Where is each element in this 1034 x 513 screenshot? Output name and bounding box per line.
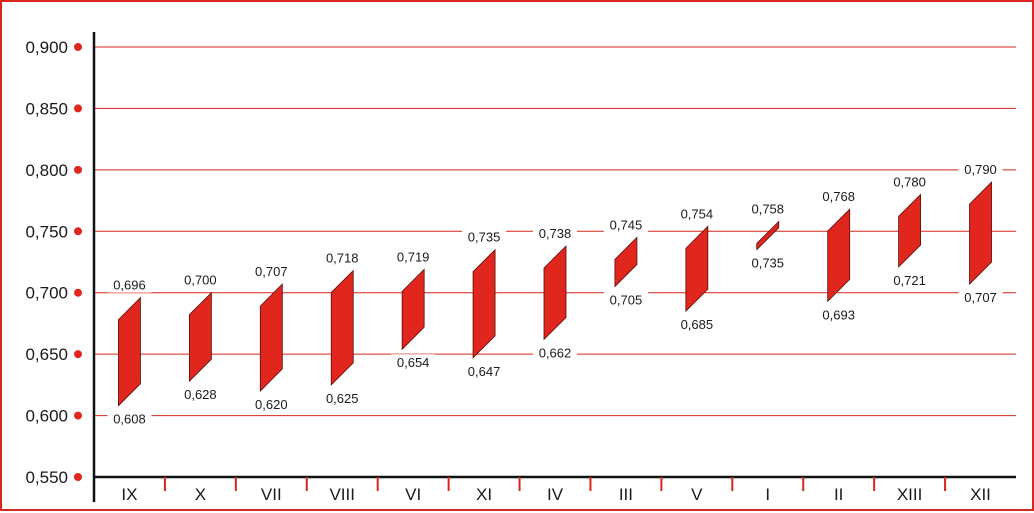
y-tick-label: 0,900	[25, 38, 68, 57]
low-value-label: 0,620	[255, 397, 288, 412]
label-backing	[320, 249, 365, 266]
y-tick-dot	[74, 411, 82, 420]
high-value-label: 0,790	[964, 162, 997, 177]
label-backing	[603, 216, 648, 233]
y-tick-dot	[74, 288, 82, 297]
label-backing	[391, 248, 436, 265]
high-value-label: 0,768	[822, 189, 855, 204]
range-bar	[188, 291, 212, 383]
y-tick-label: 0,750	[25, 222, 68, 241]
y-tick-dot	[74, 227, 82, 236]
label-backing	[674, 205, 719, 222]
category-label: VII	[261, 485, 282, 504]
range-bar	[756, 220, 780, 251]
label-backing	[178, 271, 223, 288]
low-value-label: 0,693	[822, 307, 855, 322]
low-value-label: 0,685	[681, 317, 714, 332]
category-label: VIII	[329, 485, 355, 504]
category-label: I	[765, 485, 770, 504]
range-bar	[118, 296, 141, 407]
y-tick-dot	[74, 473, 82, 481]
label-backing	[462, 228, 507, 245]
low-value-label: 0,625	[326, 391, 359, 406]
high-value-label: 0,758	[751, 201, 784, 216]
high-value-label: 0,707	[255, 264, 288, 279]
range-bar	[969, 181, 992, 286]
range-bar	[401, 268, 425, 351]
label-backing	[320, 389, 365, 406]
label-backing	[533, 225, 577, 242]
high-value-label: 0,745	[610, 217, 643, 232]
y-tick-dot	[74, 104, 82, 113]
label-backing	[107, 276, 152, 293]
low-value-label: 0,654	[397, 355, 430, 370]
category-label: IV	[547, 485, 564, 504]
y-tick-label: 0,550	[25, 468, 68, 487]
y-tick-label: 0,800	[25, 161, 68, 180]
category-label: III	[619, 485, 633, 504]
low-value-label: 0,628	[184, 387, 217, 402]
label-backing	[745, 254, 790, 271]
low-value-label: 0,707	[964, 290, 997, 305]
category-label: IX	[121, 485, 137, 504]
label-backing	[533, 344, 577, 361]
low-value-label: 0,608	[113, 412, 146, 427]
low-value-label: 0,735	[751, 256, 784, 271]
category-label: X	[195, 485, 206, 504]
category-label: VI	[405, 485, 421, 504]
label-backing	[462, 362, 507, 379]
label-backing	[958, 161, 1003, 178]
label-backing	[249, 263, 294, 280]
label-backing	[249, 396, 294, 412]
low-value-label: 0,721	[893, 273, 926, 288]
high-value-label: 0,754	[681, 206, 714, 221]
high-value-label: 0,700	[184, 273, 217, 288]
range-bar	[259, 283, 283, 392]
label-backing	[603, 291, 648, 308]
high-value-label: 0,718	[326, 251, 359, 266]
label-backing	[958, 289, 1003, 306]
y-tick-label: 0,600	[25, 407, 68, 426]
label-backing	[674, 316, 719, 333]
range-bar	[330, 269, 354, 386]
range-bar	[543, 245, 567, 341]
range-bar	[827, 208, 851, 303]
range-bar	[898, 193, 922, 268]
category-label: V	[691, 485, 703, 504]
label-backing	[816, 188, 861, 205]
low-value-label: 0,647	[468, 364, 501, 379]
category-label: XI	[476, 485, 492, 504]
label-backing	[816, 306, 861, 323]
y-tick-label: 0,850	[25, 99, 68, 118]
y-tick-dot	[74, 43, 82, 51]
low-value-label: 0,705	[610, 293, 643, 308]
range-bar	[614, 236, 638, 288]
high-value-label: 0,738	[539, 226, 572, 241]
range-bar	[685, 225, 709, 313]
y-tick-label: 0,650	[25, 345, 68, 364]
low-value-label: 0,662	[539, 345, 572, 360]
high-value-label: 0,696	[113, 278, 146, 293]
y-tick-dot	[74, 165, 82, 174]
label-backing	[107, 410, 152, 427]
label-backing	[178, 386, 223, 403]
range-bar	[472, 248, 496, 359]
high-value-label: 0,735	[468, 230, 501, 245]
label-backing	[887, 271, 932, 288]
category-label: XII	[970, 485, 991, 504]
label-backing	[887, 173, 932, 190]
high-value-label: 0,719	[397, 249, 430, 264]
category-label: XIII	[897, 485, 923, 504]
y-tick-label: 0,700	[25, 284, 68, 303]
high-value-label: 0,780	[893, 174, 926, 189]
category-label: II	[834, 485, 843, 504]
label-backing	[391, 354, 436, 371]
y-tick-dot	[74, 350, 82, 359]
label-backing	[745, 200, 790, 217]
